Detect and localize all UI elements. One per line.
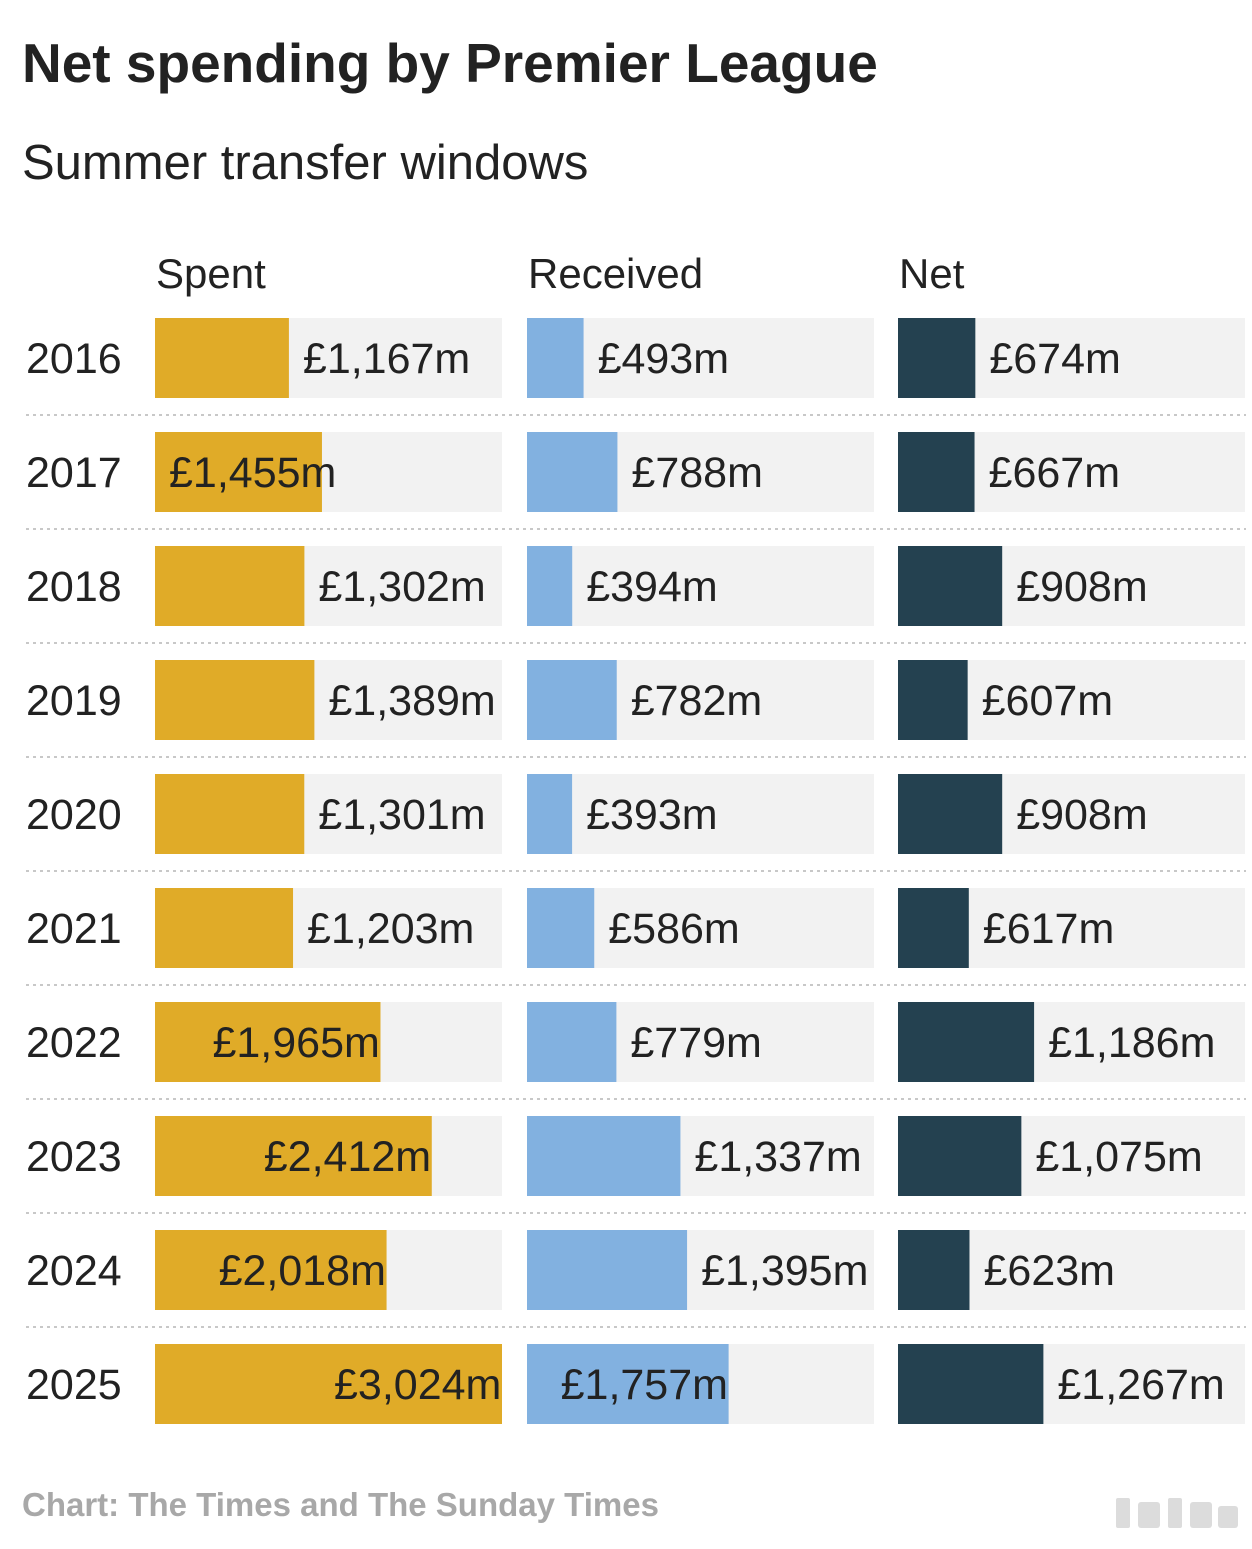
year-label-2018: 2018: [26, 563, 122, 611]
value-label-received-2025: £1,757m: [561, 1361, 728, 1409]
value-label-received-2022: £779m: [630, 1019, 761, 1067]
bar-spent-2025: [155, 1344, 502, 1424]
value-label-net-2022: £1,186m: [1048, 1019, 1215, 1067]
bar-received-2019: [527, 660, 617, 740]
value-label-received-2018: £394m: [586, 563, 717, 611]
bar-received-2023: [527, 1116, 681, 1196]
bar-track-received-2020: [527, 774, 874, 854]
bar-received-2016: [527, 318, 584, 398]
bar-received-2024: [527, 1230, 688, 1310]
value-label-spent-2021: £1,203m: [307, 905, 474, 953]
year-label-2024: 2024: [26, 1247, 122, 1295]
value-label-net-2025: £1,267m: [1057, 1361, 1224, 1409]
value-label-received-2021: £586m: [608, 905, 739, 953]
year-label-2017: 2017: [26, 449, 122, 497]
year-label-2021: 2021: [26, 905, 122, 953]
bar-spent-2022: [155, 1002, 381, 1082]
value-label-net-2016: £674m: [989, 335, 1120, 383]
value-label-net-2017: £667m: [989, 449, 1120, 497]
bar-spent-2017: [155, 432, 322, 512]
value-label-spent-2020: £1,301m: [318, 791, 485, 839]
bar-net-2016: [898, 318, 976, 398]
column-header-received: Received: [528, 250, 703, 297]
value-label-net-2021: £617m: [983, 905, 1114, 953]
bar-received-2020: [527, 774, 573, 854]
bar-net-2021: [898, 888, 969, 968]
year-label-2025: 2025: [26, 1361, 122, 1409]
bar-spent-2024: [155, 1230, 387, 1310]
value-label-spent-2024: £2,018m: [219, 1247, 386, 1295]
bar-chart: Spent Received Net 2016 £1,167m £493m £674m 201…: [26, 250, 1246, 1424]
bar-spent-2016: [155, 318, 289, 398]
chart-subtitle: Summer transfer windows: [22, 136, 589, 190]
bar-received-2025: [527, 1344, 729, 1424]
bar-net-2020: [898, 774, 1003, 854]
watermark-icon: [1116, 1498, 1238, 1528]
bar-spent-2021: [155, 888, 294, 968]
value-label-spent-2017: £1,455m: [169, 449, 336, 497]
chart-source: Chart: The Times and The Sunday Times: [22, 1486, 659, 1523]
bar-spent-2018: [155, 546, 305, 626]
value-label-net-2020: £908m: [1016, 791, 1147, 839]
value-label-net-2019: £607m: [982, 677, 1113, 725]
bar-track-received-2018: [527, 546, 874, 626]
bar-net-2024: [898, 1230, 970, 1310]
column-header-spent: Spent: [156, 250, 266, 297]
bar-track-received-2016: [527, 318, 874, 398]
value-label-net-2024: £623m: [983, 1247, 1114, 1295]
bar-spent-2023: [155, 1116, 432, 1196]
chart-title: Net spending by Premier League: [22, 32, 878, 94]
year-label-2023: 2023: [26, 1133, 122, 1181]
value-label-received-2017: £788m: [631, 449, 762, 497]
value-label-received-2020: £393m: [586, 791, 717, 839]
value-label-spent-2022: £1,965m: [212, 1019, 379, 1067]
value-label-spent-2025: £3,024m: [334, 1361, 501, 1409]
bar-spent-2020: [155, 774, 305, 854]
bar-net-2018: [898, 546, 1003, 626]
bar-net-2023: [898, 1116, 1022, 1196]
bar-spent-2019: [155, 660, 315, 740]
value-label-net-2018: £908m: [1016, 563, 1147, 611]
year-label-2019: 2019: [26, 677, 122, 725]
bar-net-2022: [898, 1002, 1035, 1082]
bar-received-2018: [527, 546, 573, 626]
year-label-2022: 2022: [26, 1019, 122, 1067]
value-label-spent-2018: £1,302m: [318, 563, 485, 611]
bar-net-2025: [898, 1344, 1044, 1424]
value-label-received-2016: £493m: [598, 335, 729, 383]
value-label-spent-2023: £2,412m: [264, 1133, 431, 1181]
year-label-2020: 2020: [26, 791, 122, 839]
bar-net-2019: [898, 660, 968, 740]
bar-received-2017: [527, 432, 618, 512]
column-header-net: Net: [899, 250, 965, 297]
bar-received-2022: [527, 1002, 617, 1082]
year-label-2016: 2016: [26, 335, 122, 383]
value-label-received-2023: £1,337m: [694, 1133, 861, 1181]
bar-net-2017: [898, 432, 975, 512]
value-label-received-2024: £1,395m: [701, 1247, 868, 1295]
value-label-net-2023: £1,075m: [1035, 1133, 1202, 1181]
value-label-spent-2016: £1,167m: [303, 335, 470, 383]
value-label-received-2019: £782m: [631, 677, 762, 725]
value-label-spent-2019: £1,389m: [328, 677, 495, 725]
bar-received-2021: [527, 888, 595, 968]
